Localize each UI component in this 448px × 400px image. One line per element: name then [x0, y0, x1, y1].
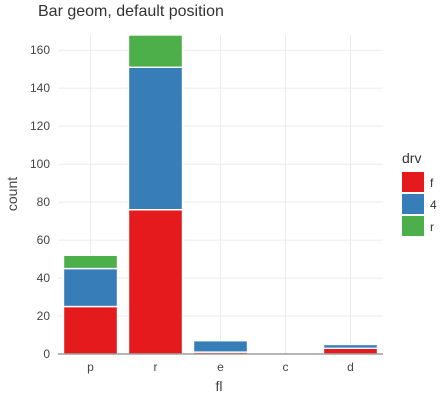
- bar-segment: [127, 34, 184, 68]
- x-tick-label: c: [283, 360, 289, 374]
- legend: drv f 4 r: [402, 150, 437, 236]
- y-tick-label: 160: [30, 43, 50, 57]
- bar-segment: [192, 340, 249, 353]
- x-tick-label: d: [347, 360, 354, 374]
- y-tick-label: 120: [30, 119, 50, 133]
- legend-swatch: [402, 216, 424, 236]
- legend-swatch: [402, 194, 424, 214]
- legend-label: 4: [430, 198, 437, 212]
- bars-layer: [62, 34, 379, 355]
- x-tick-label: r: [154, 360, 158, 374]
- y-tick-label: 40: [37, 271, 51, 285]
- bar-segment: [322, 343, 379, 350]
- y-tick-label: 20: [37, 309, 51, 323]
- bar-segment: [322, 347, 379, 355]
- legend-title: drv: [402, 150, 421, 166]
- legend-items: f 4 r: [402, 172, 437, 236]
- bar-segment: [127, 208, 184, 355]
- y-tick-label: 80: [37, 195, 51, 209]
- y-tick-label: 100: [30, 157, 50, 171]
- y-axis-title: count: [4, 177, 20, 211]
- bar-segment: [62, 305, 119, 355]
- legend-swatch: [402, 172, 424, 192]
- chart-title: Bar geom, default position: [38, 3, 224, 20]
- x-tick-label: p: [87, 360, 94, 374]
- bar-segment: [62, 267, 119, 308]
- legend-label: r: [430, 220, 434, 234]
- legend-label: f: [430, 176, 434, 190]
- bar-segment: [127, 66, 184, 211]
- x-axis-title: fl: [216, 378, 223, 394]
- x-tick-label: e: [217, 360, 224, 374]
- y-tick-label: 0: [43, 347, 50, 361]
- y-tick-label: 60: [37, 233, 51, 247]
- y-axis-ticks: 0 20 40 60 80 100 120 140 160: [30, 43, 50, 361]
- y-tick-label: 140: [30, 81, 50, 95]
- bar-segment: [62, 254, 119, 270]
